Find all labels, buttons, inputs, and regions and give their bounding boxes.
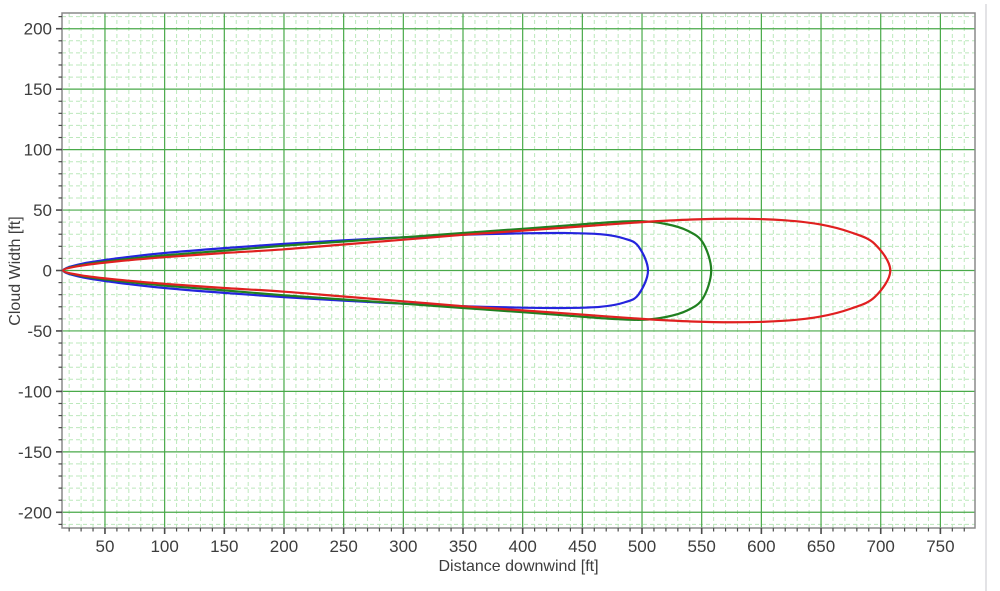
x-tick-label: 450	[568, 537, 596, 556]
x-tick-label: 750	[926, 537, 954, 556]
y-axis-title: Cloud Width [ft]	[7, 216, 24, 326]
x-tick-label: 250	[329, 537, 357, 556]
series-path-blue-contour	[62, 231, 650, 310]
x-tick-label: 550	[688, 537, 716, 556]
y-tick-label: 150	[24, 80, 52, 99]
y-tick-label: 100	[24, 141, 52, 160]
y-tick-label: -200	[18, 503, 52, 522]
x-tick-label: 150	[210, 537, 238, 556]
y-tick-label: -100	[18, 382, 52, 401]
series-path-red-contour	[62, 217, 892, 324]
y-tick-label: 0	[43, 262, 52, 281]
x-tick-label: 600	[747, 537, 775, 556]
x-tick-label: 650	[807, 537, 835, 556]
x-tick-label: 500	[628, 537, 656, 556]
x-tick-label: 100	[150, 537, 178, 556]
x-tick-label: 200	[270, 537, 298, 556]
y-tick-label: -50	[27, 322, 52, 341]
x-tick-label: 50	[96, 537, 115, 556]
x-tick-label: 700	[867, 537, 895, 556]
x-tick-label: 400	[508, 537, 536, 556]
x-tick-label: 350	[449, 537, 477, 556]
x-tick-label: 300	[389, 537, 417, 556]
panel-edge-divider	[985, 4, 987, 591]
x-axis-title: Distance downwind [ft]	[438, 558, 599, 575]
y-tick-label: 200	[24, 20, 52, 39]
y-tick-label: 50	[33, 201, 52, 220]
y-tick-label: -150	[18, 443, 52, 462]
series-path-green-contour	[62, 220, 713, 321]
